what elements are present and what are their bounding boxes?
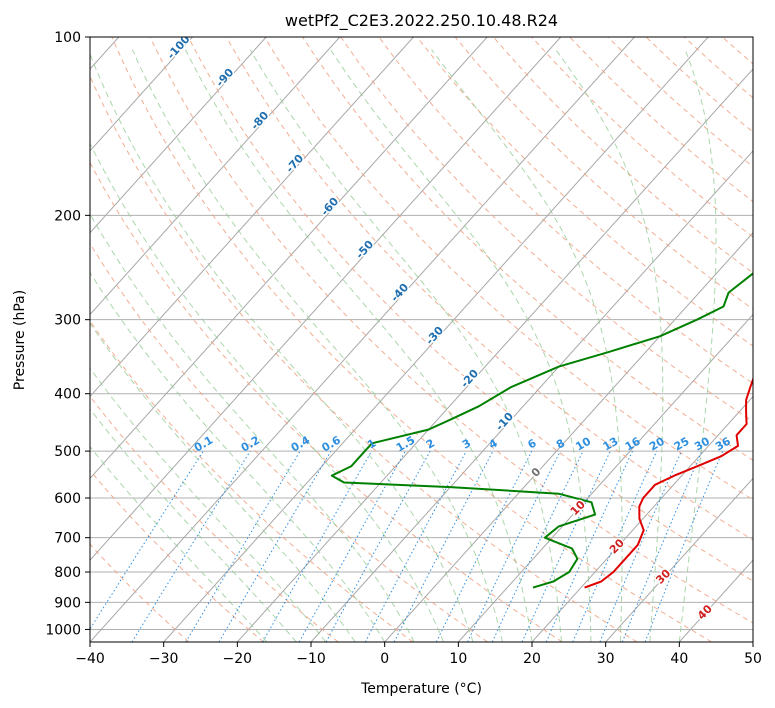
isotherm--30 [163, 37, 709, 642]
y-tick-label-7: 800 [54, 565, 81, 581]
axis-ticks: −40 −30 −20 −10 0 10 20 30 40 50 100 200 300 400 500 60… [45, 30, 762, 667]
y-tick-label-6: 700 [54, 531, 81, 547]
mixing-ratio-line-5 [298, 450, 406, 642]
isotherm--20 [236, 68, 753, 642]
dry-adiabat-60 [187, 37, 753, 582]
y-tick-label-9: 1000 [45, 622, 81, 638]
y-tick-label-2: 300 [54, 313, 81, 329]
mixing-ratio-lines [90, 450, 724, 642]
moist-adiabat-36 [555, 49, 664, 642]
moist-adiabat-28 [330, 49, 592, 642]
mixing-ratio-line-14 [572, 450, 658, 642]
moist-adiabats [90, 49, 717, 642]
x-tick-label-5: 10 [449, 651, 467, 667]
x-tick-label-0: −40 [75, 651, 105, 667]
y-tick-label-3: 400 [54, 387, 81, 403]
moist-adiabat-20 [185, 49, 533, 642]
mixing-ratio-line-1 [131, 450, 251, 642]
moist-adiabat-0 [90, 271, 386, 642]
dry-adiabat-70 [225, 37, 753, 541]
mixing-ratio-line-13 [545, 450, 633, 642]
x-axis-label: Temperature (°C) [360, 681, 482, 697]
mixing-ratio-line-6 [325, 450, 431, 642]
isotherm-0 [384, 232, 753, 642]
moist-adiabat-32 [431, 49, 623, 642]
moist-adiabat--12 [90, 408, 297, 642]
moist-adiabat-8 [90, 142, 445, 642]
dry-adiabat-30 [90, 75, 638, 642]
x-tick-label-7: 30 [597, 651, 615, 667]
isotherm--40 [90, 37, 635, 642]
mixing-ratio-line-9 [435, 450, 533, 642]
moist-adiabat--8 [90, 367, 327, 642]
profile-series [330, 272, 753, 589]
mixing-ratio-line-17 [644, 450, 724, 642]
isotherm-20 [531, 395, 753, 642]
moist-adiabat-24 [249, 49, 562, 642]
chart-title: wetPf2_C2E3.2022.250.10.48.R24 [285, 11, 558, 31]
moist-adiabat-12 [90, 52, 474, 642]
x-tick-label-3: −10 [296, 651, 326, 667]
x-tick-label-8: 40 [670, 651, 688, 667]
x-tick-label-2: −20 [223, 651, 253, 667]
isotherm--80 [90, 37, 341, 316]
y-axis-label: Pressure (hPa) [12, 290, 28, 390]
dry-adiabat-80 [264, 37, 753, 501]
dry-adiabat-10 [90, 242, 488, 642]
y-tick-label-1: 200 [54, 208, 81, 224]
y-tick-label-5: 600 [54, 491, 81, 507]
moist-adiabat-16 [131, 49, 503, 642]
isotherm--70 [90, 37, 414, 398]
dry-adiabat-20 [90, 161, 563, 642]
mixing-ratio-line-7 [364, 450, 467, 642]
mixing-ratio-line-0 [90, 450, 204, 630]
y-tick-label-8: 900 [54, 595, 81, 611]
plot-frame [89, 36, 754, 643]
isotherm-10 [457, 313, 753, 642]
dry-adiabat-90 [302, 37, 753, 461]
moist-adiabat-40 [678, 49, 717, 642]
profile-line-0 [584, 376, 753, 589]
isotherm--100 [90, 37, 193, 152]
x-tick-label-4: 0 [380, 651, 389, 667]
dry-adiabat-50 [149, 37, 753, 624]
dry-adiabats [90, 37, 753, 642]
dry-adiabat--20 [90, 469, 264, 642]
y-tick-label-4: 500 [54, 444, 81, 460]
x-tick-label-6: 20 [523, 651, 541, 667]
mixing-ratio-line-16 [621, 450, 703, 642]
x-tick-label-1: −30 [149, 651, 179, 667]
isotherm--60 [90, 37, 488, 480]
isotherm--50 [90, 37, 562, 561]
moist-adiabat--4 [90, 322, 356, 642]
dry-adiabat-40 [111, 37, 712, 642]
mixing-ratio-line-15 [599, 450, 682, 642]
y-tick-label-0: 100 [54, 30, 81, 46]
x-tick-label-9: 50 [744, 651, 762, 667]
dry-adiabat-120 [416, 37, 753, 347]
profile-line-1 [330, 272, 753, 589]
isotherm-30 [605, 477, 753, 642]
isotherm--90 [90, 37, 267, 234]
moist-adiabat-4 [90, 212, 415, 642]
